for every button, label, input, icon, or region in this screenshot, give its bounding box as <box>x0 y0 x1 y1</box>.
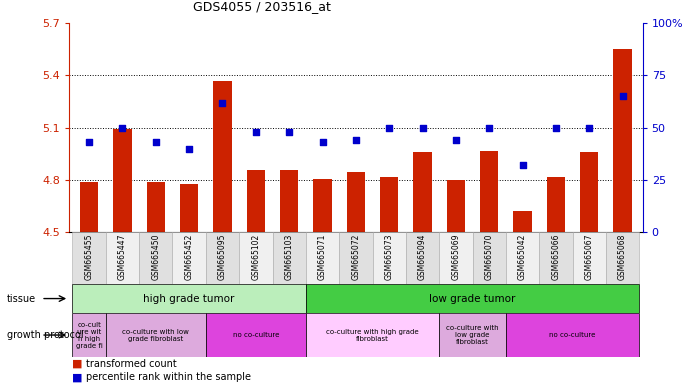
Bar <box>306 284 639 313</box>
Point <box>84 139 95 146</box>
Point <box>584 124 595 131</box>
Text: GSM665095: GSM665095 <box>218 233 227 280</box>
Text: GSM665452: GSM665452 <box>184 233 193 280</box>
Text: GSM665071: GSM665071 <box>318 233 327 280</box>
Point <box>517 162 528 169</box>
Text: tissue: tissue <box>7 293 36 304</box>
Text: high grade tumor: high grade tumor <box>144 293 235 304</box>
Bar <box>80 182 98 232</box>
Bar <box>180 184 198 232</box>
Point <box>484 124 495 131</box>
Bar <box>313 179 332 232</box>
Text: co-culture with low
grade fibroblast: co-culture with low grade fibroblast <box>122 329 189 341</box>
Point <box>117 124 128 131</box>
Text: GSM665066: GSM665066 <box>551 233 560 280</box>
Bar <box>473 232 506 284</box>
Text: GSM665068: GSM665068 <box>618 233 627 280</box>
Point <box>317 139 328 146</box>
Bar <box>206 232 239 284</box>
Text: GSM665094: GSM665094 <box>418 233 427 280</box>
Bar <box>547 177 565 232</box>
Bar <box>239 232 272 284</box>
Text: co-culture with high grade
fibroblast: co-culture with high grade fibroblast <box>326 329 419 341</box>
Bar <box>139 232 173 284</box>
Text: GSM665447: GSM665447 <box>118 233 127 280</box>
Bar <box>214 81 231 232</box>
Point <box>551 124 562 131</box>
Bar <box>372 232 406 284</box>
Bar <box>113 129 131 232</box>
Text: low grade tumor: low grade tumor <box>429 293 515 304</box>
Text: GSM665069: GSM665069 <box>451 233 460 280</box>
Bar <box>580 152 598 232</box>
Point <box>150 139 161 146</box>
Bar <box>306 313 439 357</box>
Text: GSM665067: GSM665067 <box>585 233 594 280</box>
Text: GSM665070: GSM665070 <box>485 233 494 280</box>
Bar <box>406 232 439 284</box>
Point <box>617 93 628 99</box>
Point <box>350 137 361 143</box>
Bar <box>413 152 432 232</box>
Point <box>217 99 228 106</box>
Text: GSM665072: GSM665072 <box>351 233 361 280</box>
Bar <box>206 313 306 357</box>
Text: GSM665042: GSM665042 <box>518 233 527 280</box>
Bar <box>73 232 106 284</box>
Text: GSM665450: GSM665450 <box>151 233 160 280</box>
Text: no co-culture: no co-culture <box>233 332 279 338</box>
Point <box>384 124 395 131</box>
Bar <box>539 232 573 284</box>
Bar <box>614 49 632 232</box>
Bar <box>272 232 306 284</box>
Bar <box>439 313 506 357</box>
Text: no co-culture: no co-culture <box>549 332 596 338</box>
Text: transformed count: transformed count <box>86 359 177 369</box>
Point <box>250 129 261 135</box>
Bar <box>446 180 465 232</box>
Bar <box>106 313 206 357</box>
Text: GDS4055 / 203516_at: GDS4055 / 203516_at <box>193 0 332 13</box>
Bar <box>439 232 473 284</box>
Bar <box>73 284 306 313</box>
Bar <box>480 151 498 232</box>
Point <box>283 129 294 135</box>
Text: GSM665102: GSM665102 <box>252 233 261 280</box>
Bar <box>347 172 365 232</box>
Bar <box>506 313 639 357</box>
Point <box>451 137 462 143</box>
Bar <box>513 212 532 232</box>
Text: ■: ■ <box>72 372 82 382</box>
Text: percentile rank within the sample: percentile rank within the sample <box>86 372 252 382</box>
Bar <box>339 232 372 284</box>
Text: ■: ■ <box>72 359 82 369</box>
Text: GSM665103: GSM665103 <box>285 233 294 280</box>
Bar <box>106 232 139 284</box>
Bar <box>606 232 639 284</box>
Bar <box>173 232 206 284</box>
Bar <box>247 170 265 232</box>
Point <box>417 124 428 131</box>
Text: co-cult
ure wit
h high
grade fi: co-cult ure wit h high grade fi <box>76 321 102 349</box>
Bar <box>73 313 106 357</box>
Bar <box>146 182 165 232</box>
Bar <box>280 170 299 232</box>
Text: GSM665455: GSM665455 <box>84 233 93 280</box>
Text: co-culture with
low grade
fibroblast: co-culture with low grade fibroblast <box>446 325 499 345</box>
Bar <box>506 232 539 284</box>
Text: GSM665073: GSM665073 <box>385 233 394 280</box>
Bar <box>380 177 399 232</box>
Point <box>184 146 195 152</box>
Bar <box>306 232 339 284</box>
Text: growth protocol: growth protocol <box>7 330 84 340</box>
Bar <box>573 232 606 284</box>
